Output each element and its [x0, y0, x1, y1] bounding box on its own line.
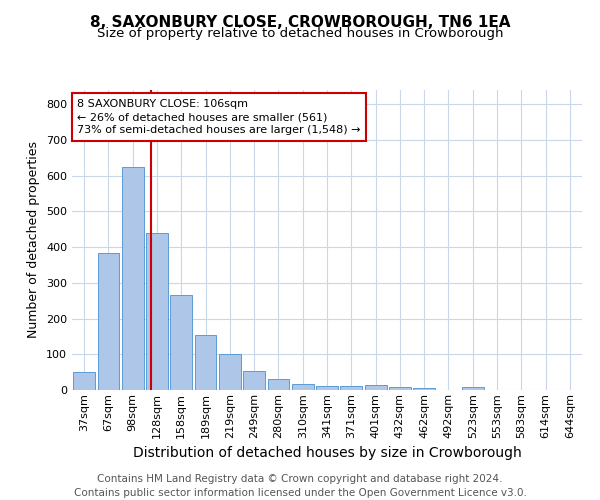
Bar	[389, 387, 411, 390]
Bar	[413, 388, 435, 390]
Text: Contains HM Land Registry data © Crown copyright and database right 2024.
Contai: Contains HM Land Registry data © Crown c…	[74, 474, 526, 498]
Bar	[316, 386, 338, 390]
Text: 8 SAXONBURY CLOSE: 106sqm
← 26% of detached houses are smaller (561)
73% of semi: 8 SAXONBURY CLOSE: 106sqm ← 26% of detac…	[77, 99, 361, 136]
Text: Size of property relative to detached houses in Crowborough: Size of property relative to detached ho…	[97, 28, 503, 40]
Y-axis label: Number of detached properties: Number of detached properties	[28, 142, 40, 338]
Bar	[268, 380, 289, 390]
Bar	[462, 387, 484, 390]
Bar	[146, 233, 168, 390]
Bar	[194, 334, 217, 390]
Bar	[73, 372, 95, 390]
Bar	[340, 386, 362, 390]
Bar	[170, 296, 192, 390]
Text: 8, SAXONBURY CLOSE, CROWBOROUGH, TN6 1EA: 8, SAXONBURY CLOSE, CROWBOROUGH, TN6 1EA	[90, 15, 510, 30]
Bar	[97, 252, 119, 390]
Bar	[122, 167, 143, 390]
Bar	[365, 384, 386, 390]
Bar	[243, 372, 265, 390]
Bar	[292, 384, 314, 390]
Bar	[219, 354, 241, 390]
X-axis label: Distribution of detached houses by size in Crowborough: Distribution of detached houses by size …	[133, 446, 521, 460]
